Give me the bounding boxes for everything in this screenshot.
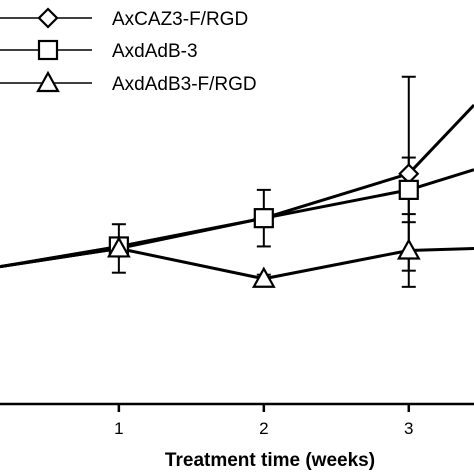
triangle-marker bbox=[106, 236, 131, 258]
legend-label: AxCAZ3-F/RGD bbox=[112, 9, 248, 30]
legend-square-marker bbox=[37, 39, 59, 61]
x-tick-label: 3 bbox=[404, 419, 413, 438]
x-axis: 1 2 3 bbox=[0, 402, 474, 438]
x-tick-label: 2 bbox=[259, 419, 268, 438]
triangle-marker bbox=[251, 266, 276, 288]
legend: AxCAZ3-F/RGD AxdAdB-3 AxdAdB3-F/RGD bbox=[0, 7, 257, 95]
legend-diamond-marker bbox=[37, 7, 59, 29]
legend-label: AxdAdB-3 bbox=[112, 41, 198, 62]
legend-triangle-marker bbox=[36, 70, 60, 93]
legend-label: AxdAdB3-F/RGD bbox=[112, 74, 257, 95]
square-marker bbox=[253, 208, 274, 229]
triangle-marker bbox=[396, 238, 421, 260]
x-axis-title: Treatment time (weeks) bbox=[165, 450, 375, 471]
series-markers bbox=[106, 163, 421, 288]
square-marker bbox=[398, 179, 419, 200]
x-tick-label: 1 bbox=[114, 419, 123, 438]
